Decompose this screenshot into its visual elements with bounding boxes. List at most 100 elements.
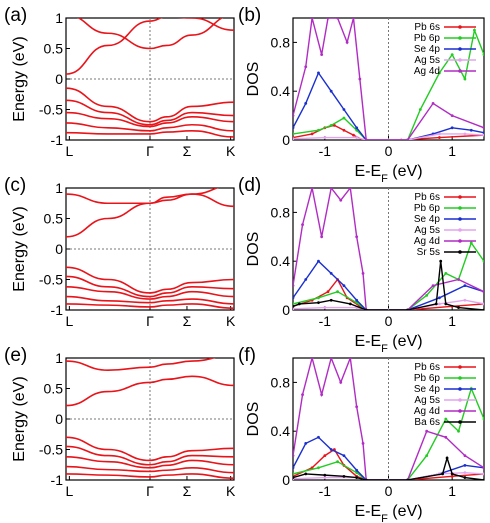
dos-point [339,198,343,202]
y-tick-label: 0.4 [271,253,291,269]
dos-point [317,466,320,470]
x-axis-label-main: E-E [354,163,381,180]
dos-point [301,223,304,227]
dos-point [355,301,359,305]
band-line [66,445,234,466]
dos-point [406,308,409,310]
dos-point [482,131,484,135]
dos-point [463,77,467,81]
y-tick-label: 0 [55,71,63,87]
legend-entry-label: Ag 4d [414,406,440,417]
band-line [66,303,234,309]
dos-point [463,132,467,136]
x-tick-label: 0 [385,313,393,329]
dos-point [441,472,445,476]
dos-point [482,290,484,294]
x-axis-label-unit: (eV) [388,503,423,520]
dos-series-line [293,299,484,310]
legend-marker [458,250,462,254]
x-tick-label: 1 [448,143,456,159]
dos-series-line [293,471,484,480]
band-line [66,99,234,126]
x-tick-label: Σ [183,313,192,329]
dos-series-line [293,71,484,140]
x-tick-label: -1 [319,313,332,329]
legend-marker [458,420,462,424]
band-line [66,275,234,298]
band-line [66,436,234,462]
legend-marker [458,58,462,62]
dos-point [450,126,454,130]
legend-entry-label: Se 4p [414,44,441,55]
dos-point [457,429,460,433]
dos-point [473,28,476,32]
dos-point [482,302,484,306]
dos-point [304,65,308,69]
y-tick-label: 0 [55,241,63,257]
dos-point [293,302,295,306]
dos-point [323,136,327,139]
y-axis-label: Energy (eV) [11,376,28,461]
dos-series-line [293,455,484,480]
x-tick-label: L [65,483,73,499]
dos-point [293,296,295,300]
dos-point [457,306,460,309]
y-tick-label: -0.5 [39,272,63,288]
band-line [66,111,234,128]
legend-entry-label: Se 4p [414,214,441,225]
dos-point [482,308,484,310]
legend-marker [458,25,462,29]
legend-marker [458,228,462,232]
band-line [66,188,220,205]
dos-point [317,435,320,439]
dos-series-line [293,18,484,140]
dos-point [438,71,441,75]
dos-point [310,132,314,136]
band-line [66,456,234,469]
panel-label: (f) [238,345,256,366]
x-tick-label: Σ [183,143,192,159]
dos-point [450,474,454,478]
dos-point [329,298,333,302]
band-line [66,286,234,300]
legend-entry-label: Pb 6p [414,33,441,44]
dos-point [482,478,484,480]
dos-point [329,448,333,451]
dos-point [439,259,443,263]
legend-marker [458,398,462,402]
dos-point [469,241,473,245]
x-axis-label-sub: F [381,343,388,355]
dos-point [323,454,327,457]
dos-point [469,128,473,132]
panel-label: (b) [238,5,261,26]
dos-point [297,302,301,306]
y-axis-label: DOS [245,402,262,437]
dos-point [438,296,441,300]
dos-point [438,302,441,306]
dos-point [463,463,467,467]
dos-point [304,102,308,105]
x-axis-label-unit: (eV) [388,333,423,350]
x-axis-label: E-EF (eV) [354,333,422,355]
dos-point [355,298,359,302]
x-tick-label: 0 [385,143,393,159]
y-tick-label: 0.4 [271,423,291,439]
x-tick-label: Γ [146,483,154,499]
dos-point [482,472,484,476]
dos-point [361,272,365,275]
band-panel-1: (c) Energy (eV) 1 0.5 0 -0.5 -1L Γ Σ K [4,175,236,329]
dos-point [293,132,295,136]
legend-entry-label: Ba 6s [414,417,440,428]
x-tick-label: K [226,483,236,499]
y-tick-label: 0.5 [44,381,64,397]
dos-point [310,188,314,190]
band-panel-2: (e) Energy (eV) 1 0.5 0 -0.5 -1L Γ Σ K [4,345,236,499]
band-line [66,473,234,479]
dos-point [425,293,429,297]
x-tick-label: -1 [319,483,332,499]
dos-point [310,18,314,20]
band-line [66,87,234,123]
x-axis-label: E-EF (eV) [354,503,422,523]
